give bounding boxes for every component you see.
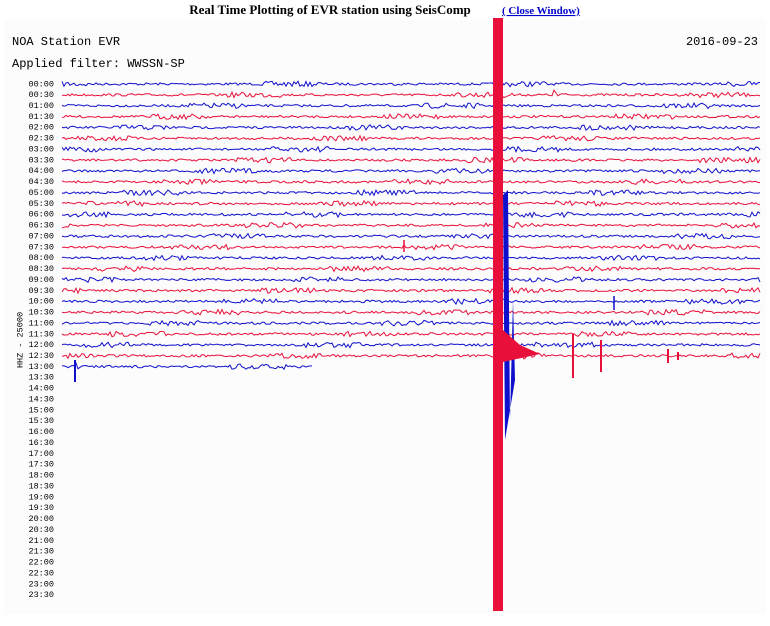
event-coda [503, 330, 540, 362]
trace [61, 330, 761, 338]
time-label: 19:30 [28, 503, 54, 513]
traces [61, 18, 761, 611]
time-label: 02:30 [28, 134, 54, 144]
plot-area [4, 20, 766, 614]
time-label: 14:30 [28, 394, 54, 404]
time-label: 00:00 [28, 79, 54, 89]
time-label: 11:30 [28, 329, 54, 339]
time-label: 00:30 [28, 90, 54, 100]
trace [61, 341, 761, 349]
time-label: 11:00 [28, 318, 54, 328]
time-label: 15:30 [28, 416, 54, 426]
trace [61, 178, 761, 186]
trace [61, 232, 761, 240]
time-label: 13:00 [28, 362, 54, 372]
time-label: 05:30 [28, 199, 54, 209]
trace [61, 221, 761, 229]
time-label: 01:30 [28, 112, 54, 122]
trace [61, 211, 761, 219]
trace [61, 145, 761, 153]
close-link[interactable]: ( Close Window) [502, 5, 580, 17]
trace [61, 101, 761, 110]
trace [61, 124, 761, 132]
time-label: 20:30 [28, 525, 54, 535]
time-label: 17:30 [28, 460, 54, 470]
time-label: 08:30 [28, 264, 54, 274]
time-label: 13:30 [28, 373, 54, 383]
trace [61, 308, 761, 316]
time-label: 12:30 [28, 351, 54, 361]
time-label: 21:30 [28, 547, 54, 557]
trace [61, 113, 761, 121]
time-label: 23:30 [28, 590, 54, 600]
time-label: 22:00 [28, 558, 54, 568]
time-label: 04:30 [28, 177, 54, 187]
time-label: 23:00 [28, 579, 54, 589]
trace [61, 276, 761, 284]
time-label: 22:30 [28, 568, 54, 578]
station: NOA Station EVR [12, 35, 120, 49]
time-label: 06:00 [28, 210, 54, 220]
trace [61, 199, 761, 208]
trace [61, 167, 761, 175]
trace [61, 80, 761, 88]
time-label: 10:30 [28, 308, 54, 318]
trace [61, 156, 761, 164]
time-label: 06:30 [28, 221, 54, 231]
time-label: 10:00 [28, 297, 54, 307]
time-label: 01:00 [28, 101, 54, 111]
date: 2016-09-23 [686, 35, 758, 49]
time-label: 14:00 [28, 384, 54, 394]
trace [61, 243, 761, 251]
event-coda [503, 190, 515, 440]
time-label: 09:30 [28, 286, 54, 296]
time-label: 18:30 [28, 481, 54, 491]
time-label: 09:00 [28, 275, 54, 285]
title: Real Time Plotting of EVR station using … [189, 2, 471, 17]
channel: HHZ - 25000 [15, 312, 25, 368]
time-label: 03:30 [28, 155, 54, 165]
time-label: 07:00 [28, 231, 54, 241]
trace [61, 188, 761, 197]
time-label: 19:00 [28, 492, 54, 502]
time-label: 16:00 [28, 427, 54, 437]
trace [61, 265, 761, 273]
time-label: 20:00 [28, 514, 54, 524]
time-label: 02:00 [28, 123, 54, 133]
trace [62, 89, 761, 99]
trace [61, 286, 761, 295]
time-label: 12:00 [28, 340, 54, 350]
time-label: 05:00 [28, 188, 54, 198]
filter: Applied filter: WWSSN-SP [12, 57, 185, 71]
time-label: 16:30 [28, 438, 54, 448]
time-label: 18:00 [28, 471, 54, 481]
event-band [493, 18, 503, 611]
time-label: 21:00 [28, 536, 54, 546]
trace [61, 254, 761, 262]
time-label: 17:00 [28, 449, 54, 459]
trace [62, 361, 313, 371]
trace [61, 297, 761, 306]
trace [61, 134, 761, 142]
time-label: 15:00 [28, 405, 54, 415]
time-label: 08:00 [28, 253, 54, 263]
time-label: 07:30 [28, 242, 54, 252]
trace [61, 349, 761, 362]
time-label: 04:00 [28, 166, 54, 176]
time-label: 03:00 [28, 144, 54, 154]
trace [61, 319, 761, 327]
